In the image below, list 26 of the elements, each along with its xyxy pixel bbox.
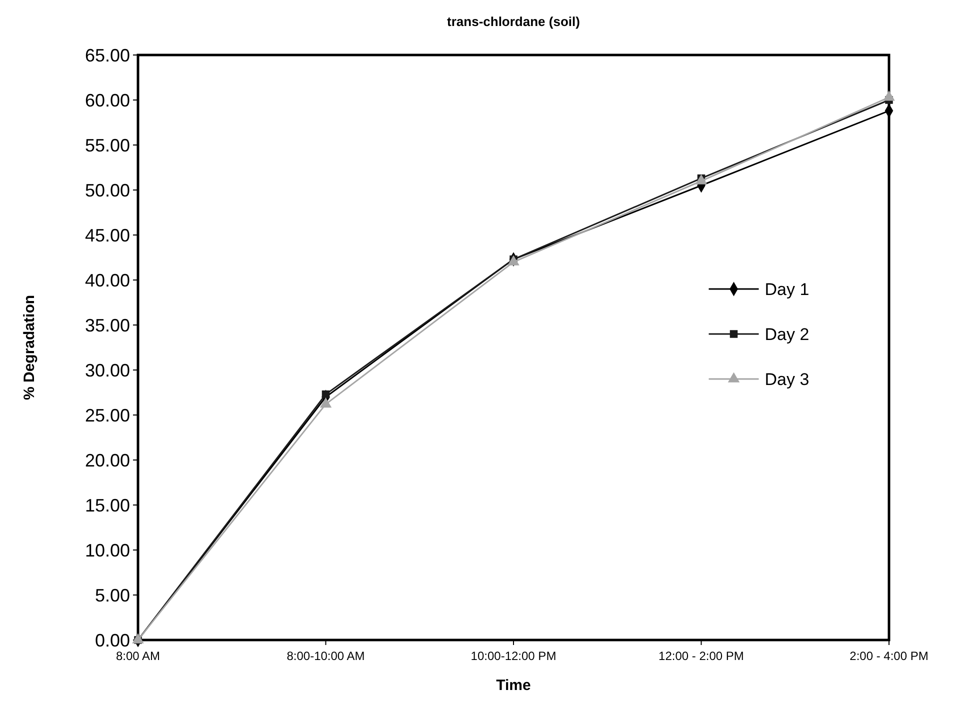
y-tick-label: 0.00 [94, 630, 130, 650]
y-tick-label: 25.00 [84, 405, 130, 426]
y-tick-label: 50.00 [84, 180, 130, 200]
y-tick-label: 60.00 [84, 90, 130, 110]
x-tick-label: 12:00 - 2:00 PM [658, 649, 744, 663]
y-tick-label: 40.00 [84, 270, 130, 290]
y-tick-label: 5.00 [94, 585, 130, 606]
x-tick-label: 2:00 - 4:00 PM [850, 649, 928, 663]
x-tick-label: 10:00-12:00 PM [470, 649, 556, 663]
legend-label: Day 2 [764, 324, 810, 344]
x-tick-label: 8:00-10:00 AM [286, 649, 365, 663]
y-axis-title: % Degradation [21, 294, 38, 400]
y-tick-label: 45.00 [84, 225, 130, 246]
legend-label: Day 1 [764, 280, 810, 299]
y-tick-label: 55.00 [84, 135, 130, 156]
chart-title: trans-chlordane (soil) [447, 14, 580, 29]
point [322, 390, 330, 398]
y-tick-label: 30.00 [84, 360, 130, 380]
legend-label: Day 3 [764, 370, 810, 389]
y-tick-label: 10.00 [84, 540, 130, 560]
x-tick-label: 8:00 AM [116, 649, 160, 663]
y-tick-label: 35.00 [84, 315, 130, 336]
y-tick-label: 65.00 [84, 45, 130, 66]
y-tick-label: 20.00 [84, 450, 130, 470]
y-tick-label: 15.00 [84, 495, 130, 516]
x-axis-title: Time [496, 677, 531, 694]
